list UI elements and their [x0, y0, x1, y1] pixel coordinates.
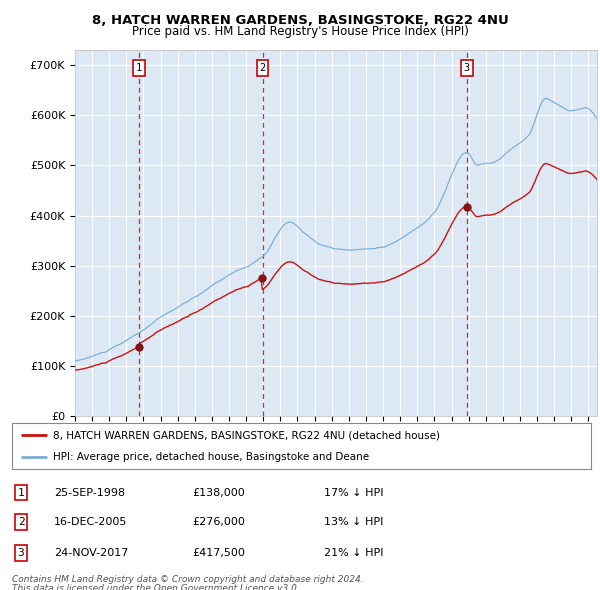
Text: 2: 2 [17, 517, 25, 527]
Text: 1: 1 [136, 63, 142, 73]
Text: £417,500: £417,500 [192, 548, 245, 558]
Text: 3: 3 [17, 548, 25, 558]
Text: 3: 3 [464, 63, 470, 73]
Text: 2: 2 [259, 63, 266, 73]
Text: £138,000: £138,000 [192, 488, 245, 497]
Text: 17% ↓ HPI: 17% ↓ HPI [324, 488, 383, 497]
Text: Contains HM Land Registry data © Crown copyright and database right 2024.: Contains HM Land Registry data © Crown c… [12, 575, 364, 584]
Text: 1: 1 [17, 488, 25, 497]
Text: HPI: Average price, detached house, Basingstoke and Deane: HPI: Average price, detached house, Basi… [53, 451, 368, 461]
Text: 8, HATCH WARREN GARDENS, BASINGSTOKE, RG22 4NU (detached house): 8, HATCH WARREN GARDENS, BASINGSTOKE, RG… [53, 431, 440, 441]
Text: 24-NOV-2017: 24-NOV-2017 [54, 548, 128, 558]
Text: £276,000: £276,000 [192, 517, 245, 527]
Text: Price paid vs. HM Land Registry's House Price Index (HPI): Price paid vs. HM Land Registry's House … [131, 25, 469, 38]
Text: 13% ↓ HPI: 13% ↓ HPI [324, 517, 383, 527]
Text: 25-SEP-1998: 25-SEP-1998 [54, 488, 125, 497]
Text: This data is licensed under the Open Government Licence v3.0.: This data is licensed under the Open Gov… [12, 584, 300, 590]
Text: 8, HATCH WARREN GARDENS, BASINGSTOKE, RG22 4NU: 8, HATCH WARREN GARDENS, BASINGSTOKE, RG… [92, 14, 508, 27]
Text: 21% ↓ HPI: 21% ↓ HPI [324, 548, 383, 558]
Text: 16-DEC-2005: 16-DEC-2005 [54, 517, 127, 527]
